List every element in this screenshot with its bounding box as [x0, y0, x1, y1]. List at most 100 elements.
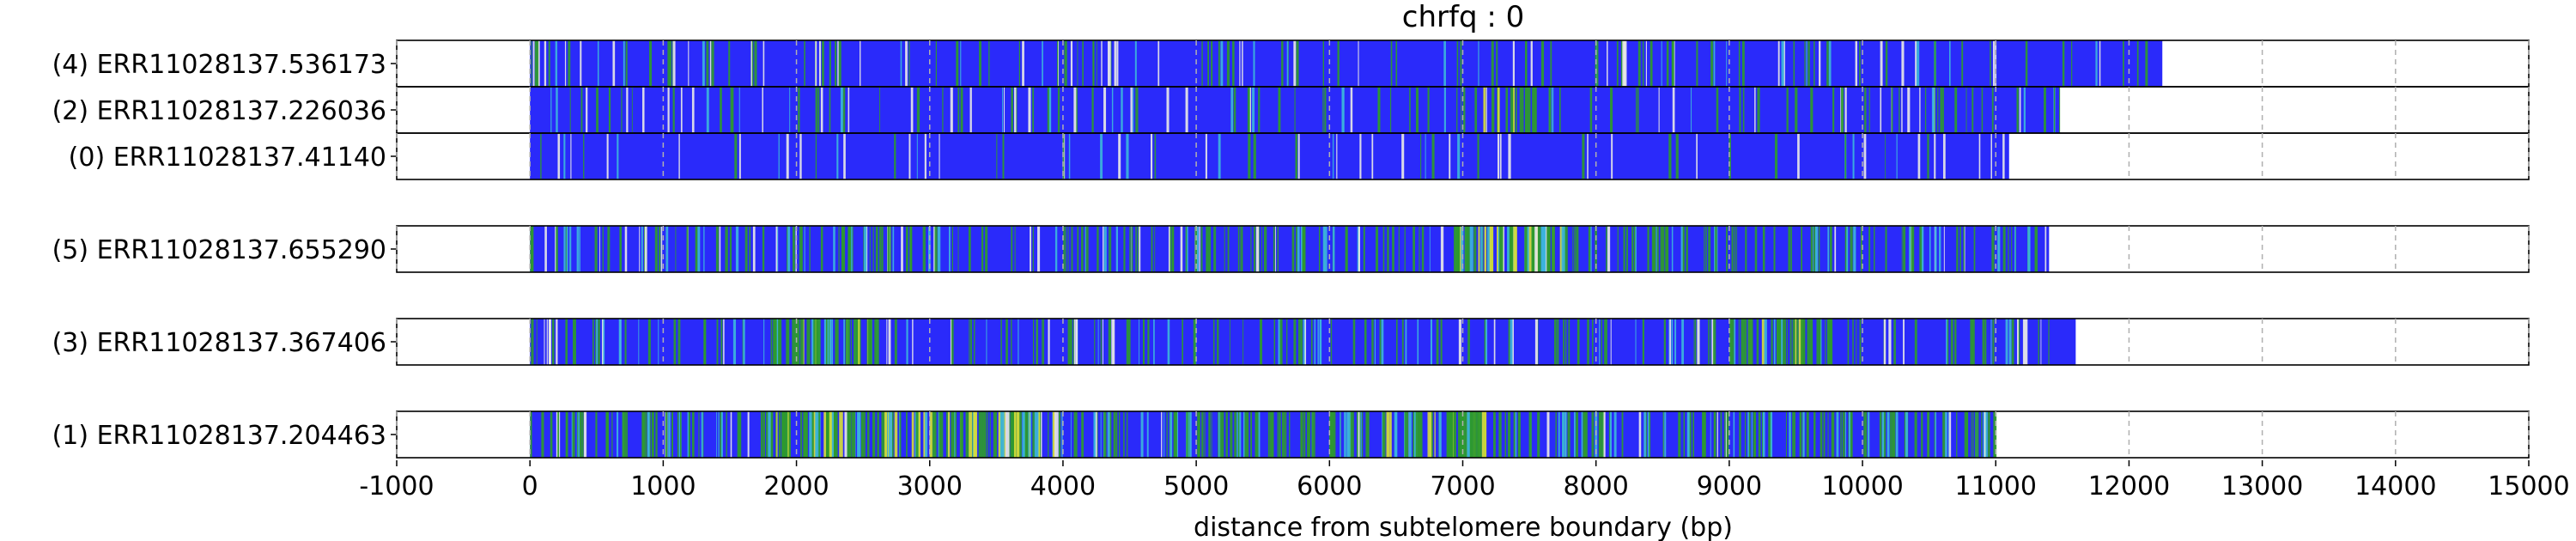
variant-stripe	[1625, 226, 1628, 272]
variant-stripe	[848, 226, 851, 272]
variant-stripe	[557, 411, 560, 458]
variant-stripe	[1889, 319, 1892, 365]
variant-stripe	[1964, 411, 1966, 458]
variant-stripe	[766, 411, 770, 458]
variant-stripe	[1036, 319, 1038, 365]
variant-stripe	[1242, 411, 1245, 458]
variant-stripe	[1118, 411, 1121, 458]
variant-stripe	[1434, 411, 1436, 458]
variant-stripe	[1330, 411, 1333, 458]
variant-stripe	[1863, 411, 1865, 458]
variant-stripe	[1085, 226, 1087, 272]
variant-stripe	[842, 226, 846, 272]
variant-stripe	[1807, 40, 1810, 87]
variant-stripe	[743, 319, 745, 365]
variant-stripe	[1074, 411, 1078, 458]
variant-stripe	[786, 411, 789, 458]
variant-stripe	[738, 87, 740, 133]
variant-stripe	[1567, 411, 1571, 458]
variant-stripe	[1916, 40, 1920, 87]
variant-stripe	[1829, 319, 1832, 365]
variant-stripe	[1014, 226, 1016, 272]
variant-stripe	[1810, 226, 1814, 272]
variant-stripe	[1777, 319, 1782, 365]
variant-stripe	[595, 319, 597, 365]
variant-stripe	[2048, 319, 2050, 365]
variant-stripe	[1443, 40, 1446, 87]
variant-stripe	[1868, 411, 1870, 458]
variant-stripe	[1715, 226, 1717, 272]
variant-stripe	[1637, 40, 1641, 87]
variant-stripe	[1207, 40, 1210, 87]
variant-stripe	[1374, 319, 1376, 365]
variant-stripe	[829, 411, 832, 458]
variant-stripe	[1771, 319, 1773, 365]
variant-stripe	[703, 226, 705, 272]
variant-stripe	[1220, 40, 1224, 87]
variant-stripe	[1239, 411, 1242, 458]
variant-stripe	[1259, 319, 1263, 365]
variant-stripe	[1664, 411, 1667, 458]
variant-stripe	[1829, 226, 1832, 272]
variant-stripe	[1382, 226, 1385, 272]
variant-stripe	[599, 226, 600, 272]
variant-stripe	[1610, 87, 1613, 133]
variant-stripe	[1978, 133, 1981, 179]
variant-stripe	[1303, 411, 1304, 458]
variant-stripe	[1166, 411, 1168, 458]
variant-stripe	[678, 133, 680, 179]
variant-stripe	[1804, 40, 1806, 87]
variant-stripe	[1859, 319, 1862, 365]
variant-stripe	[886, 319, 888, 365]
variant-stripe	[1809, 319, 1813, 365]
variant-stripe	[1499, 133, 1502, 179]
variant-stripe	[1076, 319, 1078, 365]
variant-stripe	[1356, 411, 1358, 458]
variant-stripe	[2059, 87, 2061, 133]
variant-stripe	[1108, 319, 1111, 365]
variant-stripe	[762, 40, 765, 87]
variant-stripe	[1462, 87, 1466, 133]
variant-stripe	[1209, 411, 1211, 458]
variant-stripe	[792, 226, 795, 272]
variant-stripe	[1524, 226, 1526, 272]
variant-stripe	[544, 319, 545, 365]
x-tick-label: 12000	[2088, 471, 2170, 501]
variant-stripe	[2136, 40, 2139, 87]
variant-stripe	[1371, 319, 1374, 365]
variant-stripe	[1291, 226, 1295, 272]
variant-stripe	[569, 87, 571, 133]
variant-stripe	[1984, 319, 1987, 365]
variant-stripe	[639, 226, 641, 272]
variant-stripe	[1429, 226, 1431, 272]
variant-stripe	[1656, 226, 1657, 272]
variant-stripe	[1903, 226, 1906, 272]
variant-stripe	[1150, 133, 1153, 179]
variant-stripe	[957, 87, 960, 133]
variant-stripe	[894, 319, 897, 365]
variant-stripe	[1086, 226, 1089, 272]
variant-stripe	[829, 40, 831, 87]
variant-stripe	[833, 226, 835, 272]
variant-stripe	[1167, 319, 1170, 365]
variant-stripe	[892, 411, 894, 458]
variant-stripe	[1992, 319, 1995, 365]
variant-stripe	[1032, 226, 1034, 272]
variant-stripe	[1222, 411, 1224, 458]
variant-stripe	[1643, 411, 1647, 458]
variant-stripe	[2008, 319, 2012, 365]
variant-stripe	[1921, 226, 1923, 272]
read-row: (3) ERR11028137.367406	[52, 319, 2529, 365]
variant-stripe	[1479, 411, 1482, 458]
variant-stripe	[939, 411, 944, 458]
variant-stripe	[1233, 87, 1236, 133]
variant-stripe	[1075, 87, 1078, 133]
variant-stripe	[1100, 319, 1103, 365]
variant-stripe	[631, 87, 633, 133]
variant-stripe	[1131, 226, 1133, 272]
variant-stripe	[671, 411, 673, 458]
variant-stripe	[1546, 411, 1550, 458]
variant-stripe	[2099, 40, 2101, 87]
variant-stripe	[1832, 87, 1835, 133]
variant-stripe	[1322, 87, 1324, 133]
